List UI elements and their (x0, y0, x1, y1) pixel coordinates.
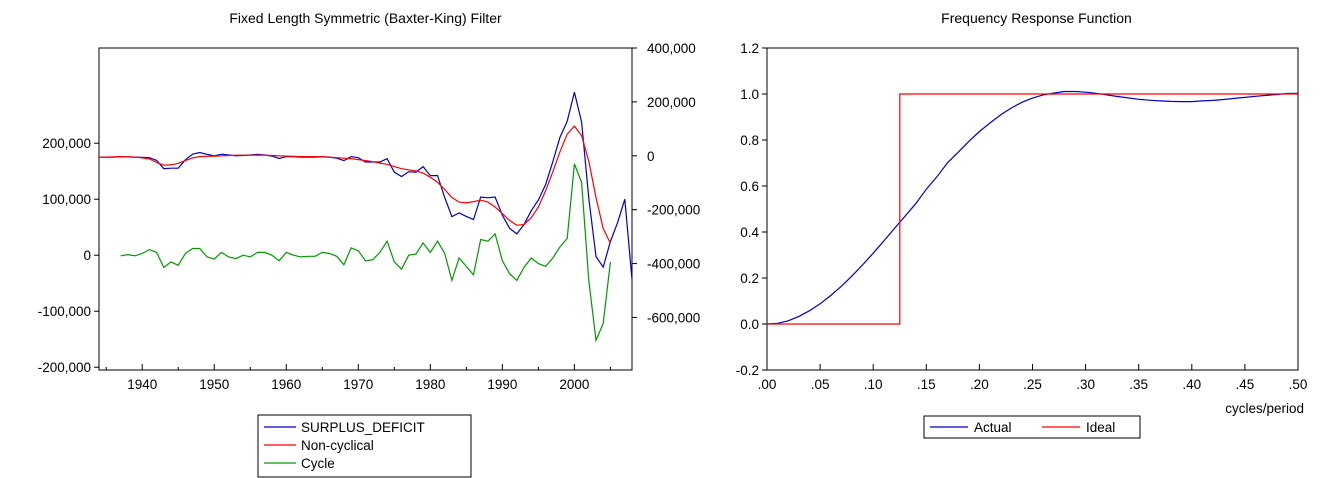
right-chart-y-tick-label: 0.2 (740, 271, 759, 286)
right-chart-x-tick-label: .20 (970, 377, 989, 392)
series-line-actual (766, 90, 1299, 325)
left-x-tick-label: 1980 (415, 377, 445, 392)
right-chart-y-tick-label: -0.2 (736, 363, 759, 378)
right-chart-title: Frequency Response Function (941, 10, 1132, 26)
left-x-tick-label: 1940 (127, 377, 157, 392)
right-chart-x-tick-label: .25 (1023, 377, 1042, 392)
legend-label: Ideal (1086, 420, 1115, 435)
right-chart-x-tick-label: .15 (917, 377, 936, 392)
legend-label: SURPLUS_DEFICIT (301, 420, 425, 435)
right-chart: Frequency Response Function -0.2 0.0 0.2 0.4… (736, 10, 1308, 439)
left-x-tick-label: 1990 (487, 377, 517, 392)
right-chart-x-tick-label: .40 (1182, 377, 1201, 392)
left-y-tick-label: 200,000 (42, 136, 91, 151)
left-plot-frame (98, 47, 633, 371)
left-legend-box (257, 414, 472, 478)
x-axis-label: cycles/period (1225, 401, 1304, 416)
right-y-tick-label: 200,000 (647, 95, 696, 110)
right-chart-y-tick-label: 1.2 (740, 41, 759, 56)
right-y-tick-label: -200,000 (647, 203, 700, 218)
right-chart-x-tick-label: .05 (811, 377, 830, 392)
right-chart-y-tick-label: 0.8 (740, 133, 759, 148)
series-line-cycle (120, 163, 611, 343)
left-x-tick-label: 1960 (271, 377, 301, 392)
series-line-non-cyclical (99, 125, 611, 244)
left-y-tick-label: 0 (83, 248, 91, 263)
left-y-tick-label: 100,000 (42, 192, 91, 207)
right-chart-x-tick-label: .50 (1289, 377, 1308, 392)
left-x-tick-label: 2000 (559, 377, 589, 392)
right-chart-y-tick-label: 0.0 (740, 317, 759, 332)
left-x-tick-label: 1950 (199, 377, 229, 392)
right-chart-x-tick-label: .45 (1236, 377, 1255, 392)
left-y-tick-label: -200,000 (38, 360, 91, 375)
right-y-tick-label: -600,000 (647, 310, 700, 325)
series-line-ideal (767, 93, 1298, 325)
right-y-tick-label: -400,000 (647, 257, 700, 272)
legend-label: Cycle (301, 456, 335, 471)
left-x-tick-label: 1970 (343, 377, 373, 392)
legend-label: Actual (974, 420, 1012, 435)
right-legend-box (923, 415, 1141, 439)
right-y-tick-label: 0 (647, 149, 655, 164)
right-plot-frame (766, 47, 1299, 371)
right-chart-y-tick-label: 1.0 (740, 87, 759, 102)
right-chart-y-tick-label: 0.6 (740, 179, 759, 194)
left-chart-title: Fixed Length Symmetric (Baxter-King) Fil… (229, 10, 502, 26)
left-y-tick-label: -100,000 (38, 304, 91, 319)
right-y-tick-label: 400,000 (647, 41, 696, 56)
right-chart-x-tick-label: .30 (1076, 377, 1095, 392)
right-chart-x-tick-label: .35 (1129, 377, 1148, 392)
right-chart-y-tick-label: 0.4 (740, 225, 759, 240)
right-chart-x-tick-label: .00 (758, 377, 777, 392)
right-chart-x-tick-label: .10 (864, 377, 883, 392)
series-line-surplus-deficit (99, 92, 633, 280)
legend-label: Non-cyclical (301, 438, 374, 453)
left-chart: Fixed Length Symmetric (Baxter-King) Fil… (38, 10, 700, 478)
